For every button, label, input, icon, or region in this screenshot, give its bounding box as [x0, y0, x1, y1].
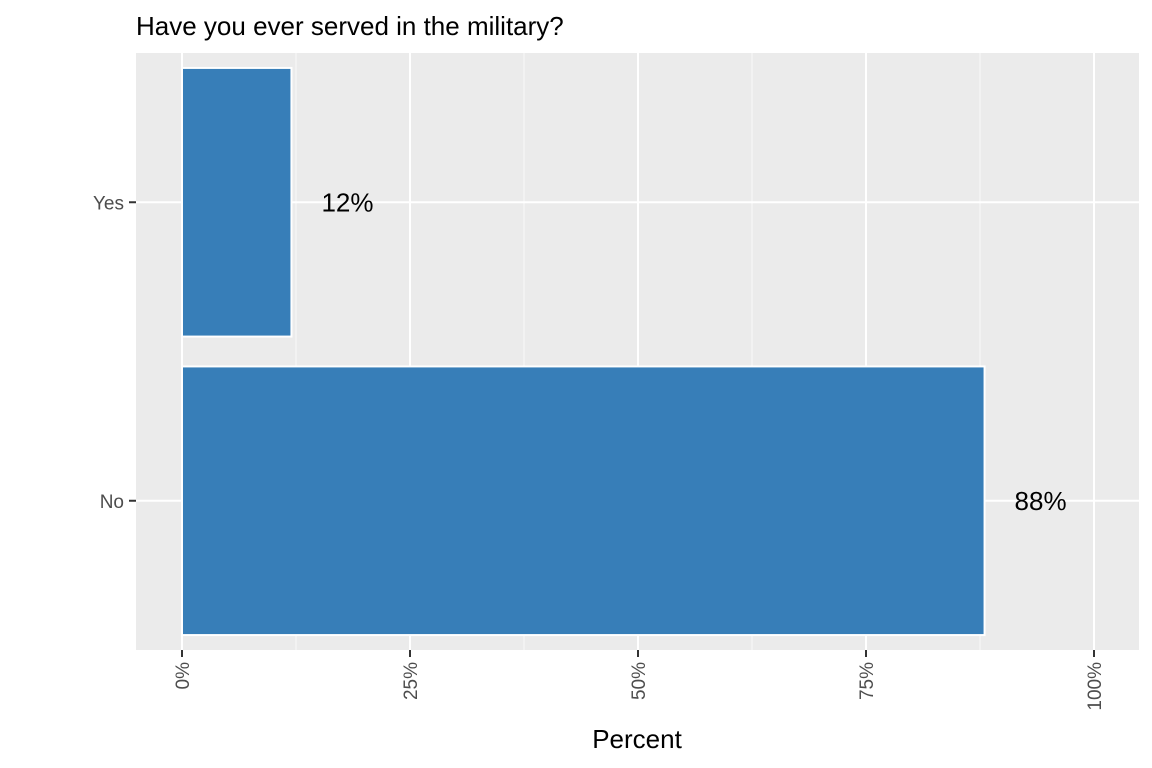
bars: [181, 66, 986, 637]
y-tick-label: No: [100, 492, 124, 513]
x-tick-label: 75%: [857, 662, 878, 700]
x-tick-label: 50%: [629, 662, 650, 700]
bar-yes: [181, 66, 293, 338]
data-labels: 12% 88%: [321, 187, 1066, 516]
x-tick-label: 100%: [1085, 662, 1106, 711]
y-axis: Yes No: [93, 193, 136, 513]
data-label-no: 88%: [1015, 486, 1067, 516]
x-tick-label: 0%: [173, 662, 194, 690]
x-tick-label: 25%: [401, 662, 422, 700]
x-axis: 0% 25% 50% 75% 100%: [173, 650, 1106, 711]
data-label-yes: 12%: [321, 187, 373, 217]
x-axis-title: Percent: [592, 724, 682, 754]
chart-title: Have you ever served in the military?: [136, 11, 564, 41]
bar-no: [181, 365, 986, 637]
y-tick-label: Yes: [93, 193, 124, 214]
